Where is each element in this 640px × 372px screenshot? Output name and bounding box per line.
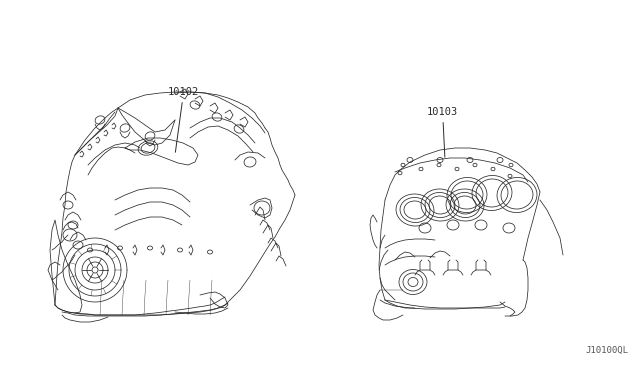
Text: 10102: 10102: [168, 87, 199, 152]
Text: J10100QL: J10100QL: [585, 346, 628, 355]
Text: 10103: 10103: [427, 107, 458, 157]
